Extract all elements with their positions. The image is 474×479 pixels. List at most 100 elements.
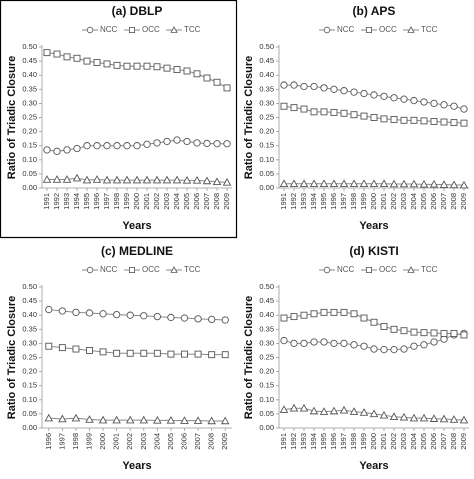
x-tick-label: 2002 [389, 433, 398, 450]
legend-marker [128, 266, 135, 273]
y-tick-label: 0.10 [259, 395, 274, 404]
marker-square [370, 114, 378, 121]
marker-circle [153, 312, 162, 321]
marker-circle [140, 312, 148, 320]
marker-triangle [162, 175, 172, 184]
x-tick-label: 2003 [139, 433, 148, 450]
marker-square [440, 118, 448, 126]
y-tick-label: 0.40 [22, 310, 37, 319]
marker-triangle [279, 405, 289, 413]
marker-triangle [449, 415, 459, 423]
y-tick-label: 0.35 [259, 324, 274, 333]
y-tick-label: 0.15 [22, 141, 37, 150]
y-tick-label: 0.05 [22, 409, 37, 418]
legend-marker [128, 26, 135, 33]
y-tick-label: 0.25 [22, 112, 37, 121]
marker-triangle [52, 175, 62, 183]
marker-triangle [152, 175, 162, 184]
x-axis-label: Years [122, 220, 151, 232]
y-tick-label: 0.05 [259, 409, 274, 418]
marker-triangle [85, 415, 94, 423]
marker-circle [390, 94, 398, 102]
legend-label: NCC [100, 265, 118, 274]
marker-circle [173, 136, 181, 144]
x-tick-label: 2009 [459, 193, 468, 210]
panel-title: (d) KISTI [349, 244, 398, 258]
marker-circle [83, 142, 91, 150]
x-tick-label: 2009 [459, 433, 468, 450]
marker-triangle [44, 413, 54, 422]
marker-square [223, 84, 231, 92]
y-tick-label: 0.50 [259, 282, 274, 291]
x-tick-label: 2006 [192, 193, 201, 210]
legend-label: TCC [184, 265, 201, 274]
marker-triangle [319, 179, 329, 188]
y-tick-label: 0.00 [259, 423, 274, 432]
marker-circle [73, 144, 81, 153]
marker-square [380, 115, 388, 123]
marker-square [167, 350, 175, 358]
marker-square [380, 323, 388, 330]
marker-triangle [439, 180, 449, 188]
x-tick-label: 1997 [102, 193, 111, 210]
marker-square [370, 318, 378, 326]
marker-triangle [207, 416, 216, 425]
y-tick-label: 0.40 [259, 310, 274, 319]
marker-circle [440, 101, 448, 109]
marker-circle [410, 96, 418, 105]
marker-circle [143, 140, 151, 148]
x-tick-label: 1994 [309, 193, 318, 210]
marker-triangle [329, 406, 339, 415]
marker-square [310, 108, 318, 116]
marker-square [72, 345, 80, 353]
x-tick-label: 2008 [449, 433, 458, 450]
x-tick-label: 1993 [299, 193, 308, 210]
marker-circle [183, 137, 191, 146]
marker-square [410, 328, 418, 336]
y-tick-label: 0.00 [22, 423, 37, 432]
marker-triangle [182, 175, 192, 184]
marker-circle [380, 345, 388, 354]
marker-circle [370, 91, 378, 99]
marker-square [153, 349, 161, 357]
y-tick-label: 0.00 [259, 183, 274, 192]
x-tick-label: 2001 [112, 433, 121, 450]
x-tick-label: 1998 [112, 193, 121, 210]
x-tick-label: 2005 [419, 433, 428, 450]
marker-circle [450, 102, 458, 110]
legend-label: OCC [142, 25, 160, 34]
x-tick-label: 1994 [72, 193, 81, 210]
marker-circle [167, 313, 175, 322]
marker-triangle [289, 403, 299, 412]
legend-label: TCC [421, 25, 438, 34]
legend-marker [365, 26, 372, 33]
marker-triangle [92, 175, 102, 183]
marker-triangle [212, 177, 222, 186]
marker-square [86, 346, 93, 354]
marker-triangle [429, 414, 439, 422]
marker-circle [112, 310, 121, 319]
marker-triangle [166, 415, 176, 424]
marker-square [221, 351, 229, 359]
marker-circle [330, 339, 338, 348]
marker-circle [163, 137, 171, 146]
marker-square [143, 62, 151, 70]
y-tick-label: 0.05 [22, 169, 37, 178]
x-tick-label: 1996 [92, 193, 101, 210]
panel-title: (a) DBLP [112, 4, 163, 18]
x-tick-label: 2007 [439, 193, 448, 210]
x-tick-label: 1995 [319, 193, 328, 210]
marker-circle [53, 147, 61, 155]
marker-square [123, 62, 131, 70]
legend-label: TCC [421, 265, 438, 274]
x-tick-label: 1998 [349, 193, 358, 210]
marker-square [63, 53, 71, 61]
marker-circle [113, 142, 121, 150]
marker-triangle [220, 416, 230, 425]
marker-square [45, 342, 53, 350]
marker-square [280, 102, 288, 110]
marker-triangle [289, 179, 299, 188]
marker-square [400, 327, 408, 335]
marker-square [99, 348, 107, 356]
marker-triangle [222, 177, 232, 186]
